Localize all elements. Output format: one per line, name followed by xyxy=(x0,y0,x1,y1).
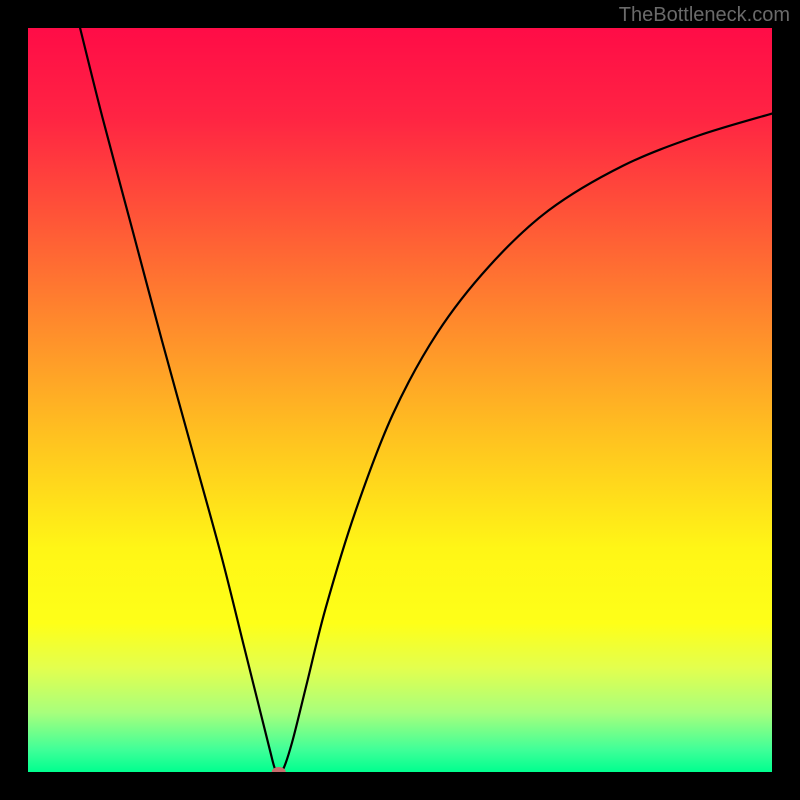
bottleneck-chart: TheBottleneck.com xyxy=(0,0,800,800)
chart-svg xyxy=(0,0,800,800)
watermark-text: TheBottleneck.com xyxy=(619,4,790,27)
